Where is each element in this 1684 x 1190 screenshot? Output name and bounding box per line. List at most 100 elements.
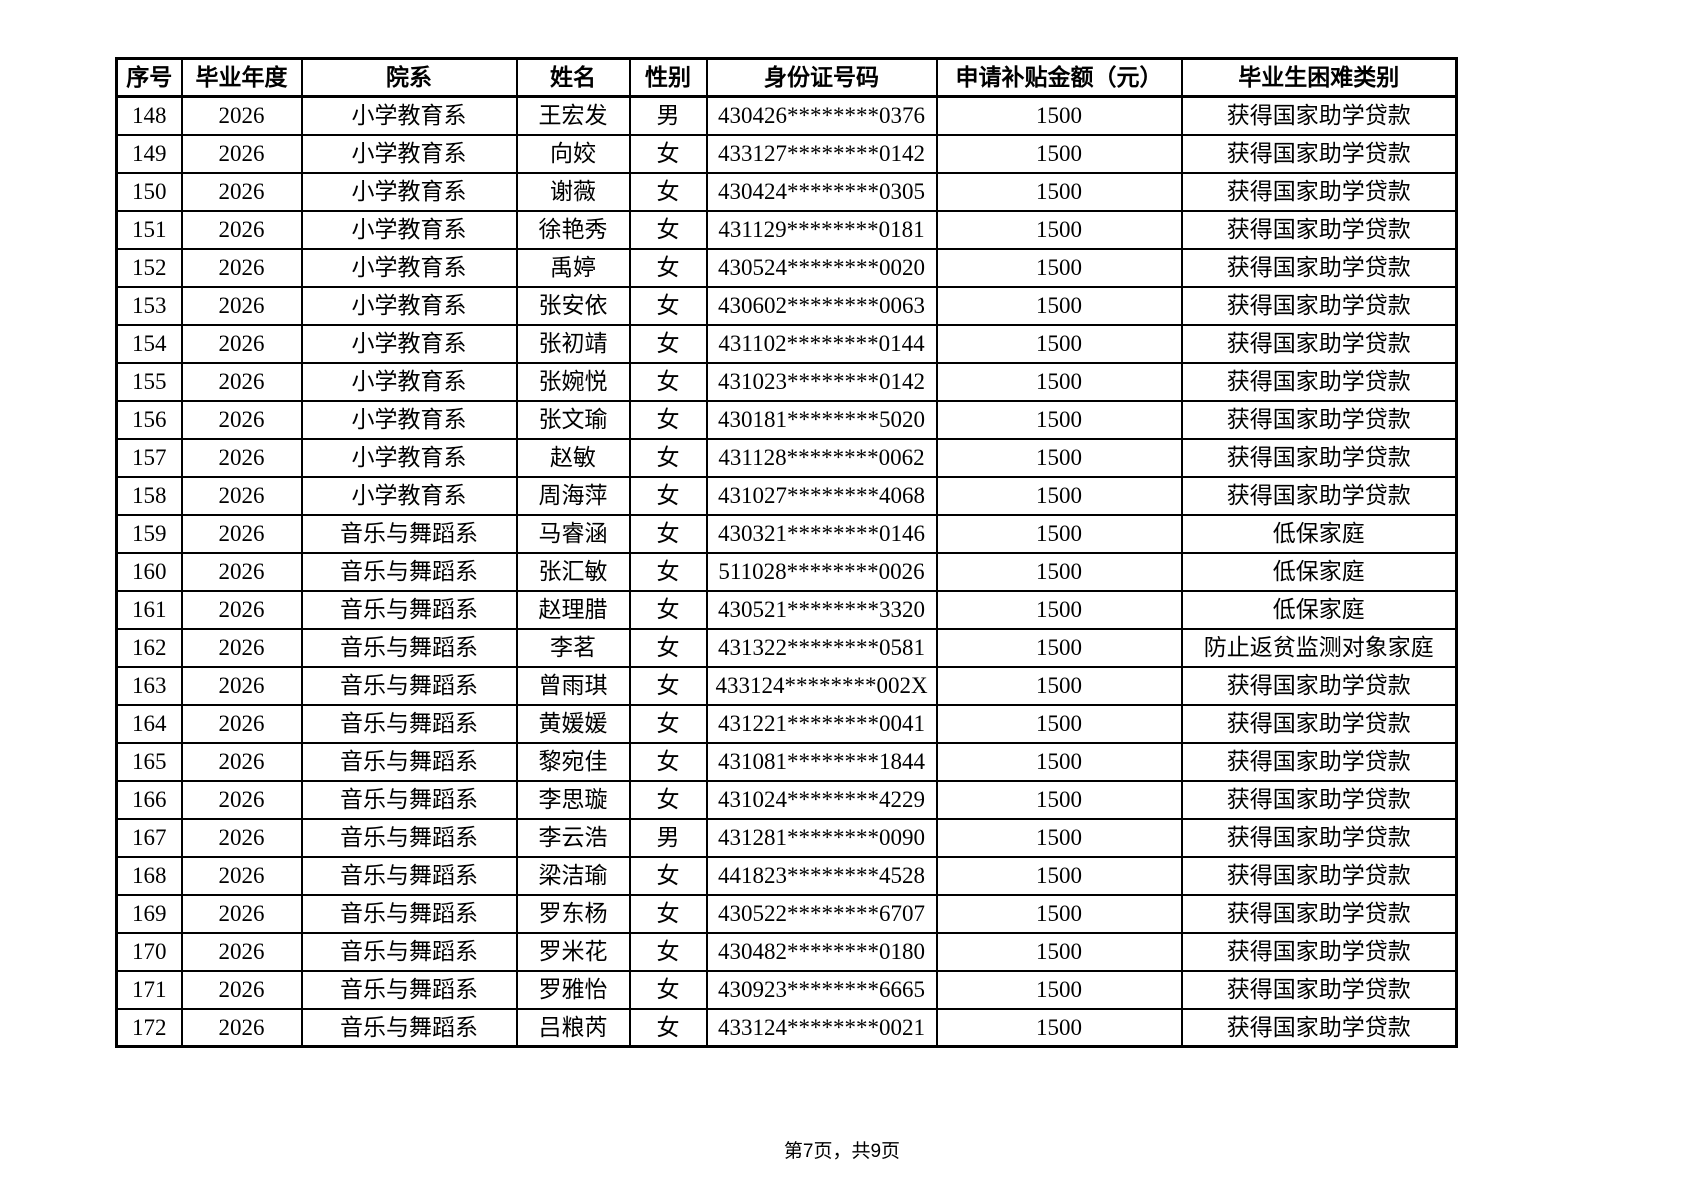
cell-id-number: 430482********0180 bbox=[705, 931, 938, 972]
cell-gender: 女 bbox=[628, 285, 708, 326]
cell-gender: 女 bbox=[628, 209, 708, 250]
cell-amount: 1500 bbox=[935, 209, 1183, 250]
cell-gender: 女 bbox=[628, 513, 708, 554]
column-header-id-number: 身份证号码 bbox=[705, 57, 938, 98]
cell-name: 张安依 bbox=[515, 285, 631, 326]
cell-department: 小学教育系 bbox=[300, 95, 518, 136]
cell-amount: 1500 bbox=[935, 323, 1183, 364]
cell-department: 小学教育系 bbox=[300, 285, 518, 326]
cell-index: 155 bbox=[115, 361, 183, 402]
cell-gender: 女 bbox=[628, 399, 708, 440]
cell-id-number: 433124********0021 bbox=[705, 1007, 938, 1048]
cell-amount: 1500 bbox=[935, 133, 1183, 174]
cell-department: 小学教育系 bbox=[300, 247, 518, 288]
cell-department: 音乐与舞蹈系 bbox=[300, 665, 518, 706]
cell-department: 小学教育系 bbox=[300, 437, 518, 478]
cell-year: 2026 bbox=[180, 817, 303, 858]
table-row: 154 2026 小学教育系 张初靖女 431102********0144 1500 获得… bbox=[115, 323, 1458, 364]
cell-department: 音乐与舞蹈系 bbox=[300, 703, 518, 744]
cell-category: 获得国家助学贷款 bbox=[1180, 855, 1458, 896]
table-row: 170 2026 音乐与舞蹈系 罗米花女 430482********0180 1500 获… bbox=[115, 931, 1458, 972]
cell-year: 2026 bbox=[180, 475, 303, 516]
cell-amount: 1500 bbox=[935, 513, 1183, 554]
cell-name: 赵理腊 bbox=[515, 589, 631, 630]
cell-id-number: 431027********4068 bbox=[705, 475, 938, 516]
cell-year: 2026 bbox=[180, 171, 303, 212]
cell-amount: 1500 bbox=[935, 551, 1183, 592]
table-row: 158 2026 小学教育系 周海萍女 431027********4068 1500 获得… bbox=[115, 475, 1458, 516]
cell-gender: 女 bbox=[628, 855, 708, 896]
cell-gender: 女 bbox=[628, 627, 708, 668]
cell-category: 获得国家助学贷款 bbox=[1180, 703, 1458, 744]
cell-year: 2026 bbox=[180, 361, 303, 402]
cell-amount: 1500 bbox=[935, 931, 1183, 972]
cell-year: 2026 bbox=[180, 931, 303, 972]
cell-category: 获得国家助学贷款 bbox=[1180, 665, 1458, 706]
cell-amount: 1500 bbox=[935, 779, 1183, 820]
cell-year: 2026 bbox=[180, 133, 303, 174]
cell-amount: 1500 bbox=[935, 627, 1183, 668]
cell-name: 罗米花 bbox=[515, 931, 631, 972]
cell-index: 159 bbox=[115, 513, 183, 554]
cell-id-number: 430524********0020 bbox=[705, 247, 938, 288]
table-row: 156 2026 小学教育系 张文瑜女 430181********5020 1500 获得… bbox=[115, 399, 1458, 440]
table-row: 167 2026 音乐与舞蹈系 李云浩男 431281********0090 1500 获… bbox=[115, 817, 1458, 858]
cell-gender: 女 bbox=[628, 893, 708, 934]
cell-name: 罗东杨 bbox=[515, 893, 631, 934]
cell-amount: 1500 bbox=[935, 437, 1183, 478]
table-body: 148 2026 小学教育系 王宏发男 430426********0376 1500 获得… bbox=[115, 95, 1458, 1048]
cell-category: 获得国家助学贷款 bbox=[1180, 817, 1458, 858]
cell-year: 2026 bbox=[180, 285, 303, 326]
cell-amount: 1500 bbox=[935, 665, 1183, 706]
cell-name: 向姣 bbox=[515, 133, 631, 174]
cell-index: 162 bbox=[115, 627, 183, 668]
table-row: 149 2026 小学教育系 向姣女 433127********0142 1500 获得国… bbox=[115, 133, 1458, 174]
cell-index: 149 bbox=[115, 133, 183, 174]
cell-department: 小学教育系 bbox=[300, 133, 518, 174]
cell-department: 小学教育系 bbox=[300, 209, 518, 250]
cell-year: 2026 bbox=[180, 551, 303, 592]
cell-amount: 1500 bbox=[935, 95, 1183, 136]
cell-category: 获得国家助学贷款 bbox=[1180, 247, 1458, 288]
cell-name: 谢薇 bbox=[515, 171, 631, 212]
cell-year: 2026 bbox=[180, 323, 303, 364]
table-row: 164 2026 音乐与舞蹈系 黄媛媛女 431221********0041 1500 获… bbox=[115, 703, 1458, 744]
table-row: 151 2026 小学教育系 徐艳秀女 431129********0181 1500 获得… bbox=[115, 209, 1458, 250]
column-header-year: 毕业年度 bbox=[180, 57, 303, 98]
cell-category: 低保家庭 bbox=[1180, 551, 1458, 592]
cell-department: 音乐与舞蹈系 bbox=[300, 855, 518, 896]
cell-amount: 1500 bbox=[935, 969, 1183, 1010]
table-row: 162 2026 音乐与舞蹈系 李茗女 431322********0581 1500 防止… bbox=[115, 627, 1458, 668]
cell-index: 153 bbox=[115, 285, 183, 326]
cell-id-number: 431129********0181 bbox=[705, 209, 938, 250]
table-row: 169 2026 音乐与舞蹈系 罗东杨女 430522********6707 1500 获… bbox=[115, 893, 1458, 934]
cell-department: 音乐与舞蹈系 bbox=[300, 969, 518, 1010]
cell-year: 2026 bbox=[180, 437, 303, 478]
cell-id-number: 441823********4528 bbox=[705, 855, 938, 896]
cell-department: 小学教育系 bbox=[300, 323, 518, 364]
cell-id-number: 431024********4229 bbox=[705, 779, 938, 820]
cell-year: 2026 bbox=[180, 95, 303, 136]
cell-category: 获得国家助学贷款 bbox=[1180, 1007, 1458, 1048]
cell-gender: 女 bbox=[628, 475, 708, 516]
cell-name: 罗雅怡 bbox=[515, 969, 631, 1010]
cell-department: 音乐与舞蹈系 bbox=[300, 893, 518, 934]
cell-gender: 女 bbox=[628, 1007, 708, 1048]
cell-index: 158 bbox=[115, 475, 183, 516]
cell-amount: 1500 bbox=[935, 1007, 1183, 1048]
cell-year: 2026 bbox=[180, 399, 303, 440]
table-row: 168 2026 音乐与舞蹈系 梁洁瑜女 441823********4528 1500 获… bbox=[115, 855, 1458, 896]
cell-id-number: 431023********0142 bbox=[705, 361, 938, 402]
cell-gender: 女 bbox=[628, 931, 708, 972]
cell-category: 获得国家助学贷款 bbox=[1180, 969, 1458, 1010]
table-row: 172 2026 音乐与舞蹈系 吕粮芮女 433124********0021 1500 获… bbox=[115, 1007, 1458, 1048]
cell-category: 低保家庭 bbox=[1180, 513, 1458, 554]
cell-year: 2026 bbox=[180, 779, 303, 820]
cell-index: 170 bbox=[115, 931, 183, 972]
column-header-index: 序号 bbox=[115, 57, 183, 98]
cell-category: 防止返贫监测对象家庭 bbox=[1180, 627, 1458, 668]
cell-category: 获得国家助学贷款 bbox=[1180, 437, 1458, 478]
cell-index: 150 bbox=[115, 171, 183, 212]
cell-gender: 男 bbox=[628, 817, 708, 858]
cell-name: 李茗 bbox=[515, 627, 631, 668]
